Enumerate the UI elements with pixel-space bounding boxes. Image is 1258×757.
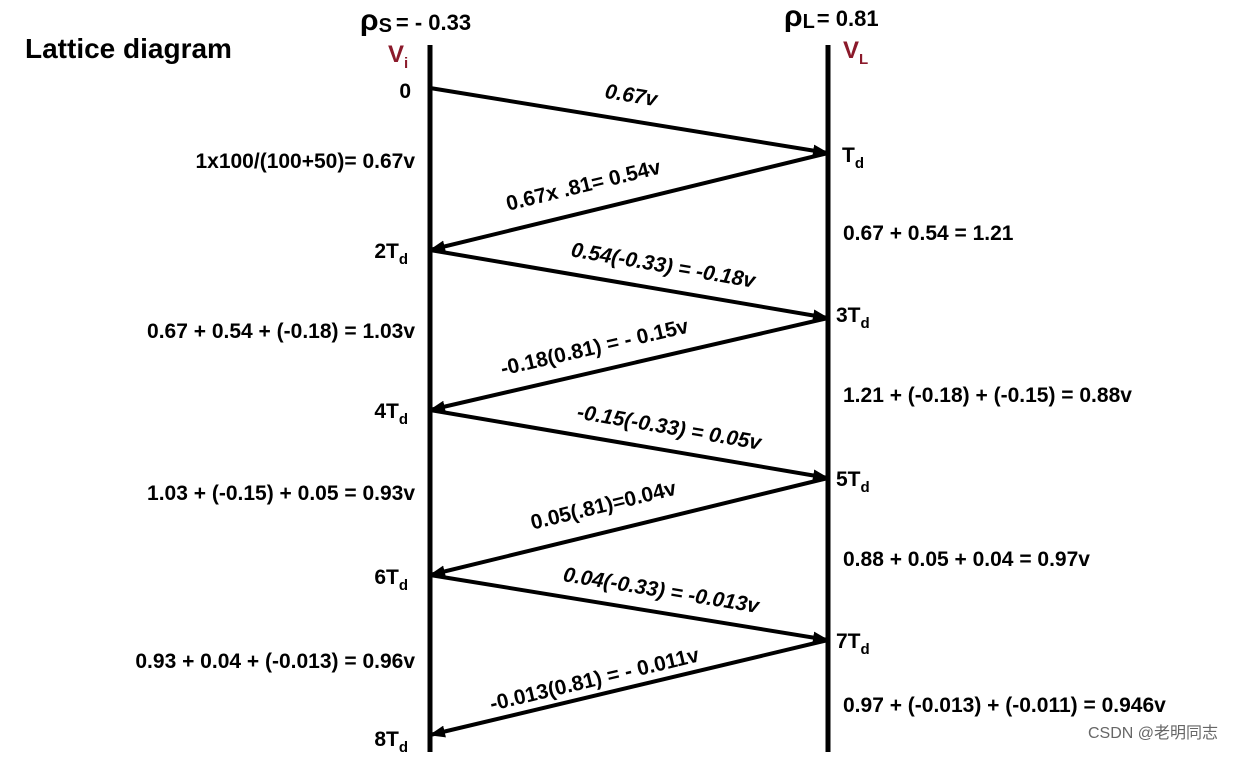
arrow-label-6: 0.05(.81)=0.04v	[528, 477, 678, 535]
bounce-arrow-4	[429, 316, 829, 413]
source-header: ρS = - 0.33 Vi	[360, 4, 471, 72]
load-rho-symbol: ρ	[784, 0, 803, 33]
left-tick-0: 0	[399, 80, 411, 103]
source-rho-symbol: ρ	[360, 4, 379, 37]
right-calc-3: 0.97 + (-0.013) + (-0.011) = 0.946v	[843, 694, 1166, 717]
bounce-arrow-8	[429, 638, 829, 738]
svg-text:VL: VL	[843, 37, 868, 68]
bounce-arrow-3	[429, 248, 829, 322]
load-v-label: V	[843, 37, 859, 64]
watermark: CSDN @老明同志	[1088, 724, 1218, 742]
right-calc-2: 0.88 + 0.05 + 0.04 = 0.97v	[843, 548, 1090, 571]
bounce-arrow-5	[429, 408, 829, 482]
svg-text:ρL= 0.81: ρL= 0.81	[784, 0, 879, 33]
source-rho-value: = - 0.33	[396, 10, 471, 35]
arrow-label-5: -0.15(-0.33) = 0.05v	[575, 401, 764, 455]
left-calc-1: 0.67 + 0.54 + (-0.18) = 1.03v	[147, 320, 415, 343]
arrow-label-1: 0.67v	[603, 80, 660, 111]
right-tick-0: Td	[842, 144, 864, 172]
right-calc-0: 0.67 + 0.54 = 1.21	[843, 222, 1014, 245]
arrow-labels: 0.67v 0.67x .81= 0.54v 0.54(-0.33) = -0.18…	[488, 80, 764, 716]
source-v-sub: i	[404, 55, 408, 72]
right-tick-3: 7Td	[836, 630, 870, 658]
arrow-label-7: 0.04(-0.33) = -0.013v	[562, 563, 762, 618]
left-calc-2: 1.03 + (-0.15) + 0.05 = 0.93v	[147, 482, 415, 505]
bounce-arrow-2	[429, 151, 829, 253]
right-tick-2: 5Td	[836, 468, 870, 496]
voltage-calculations: 1x100/(100+50)= 0.67v 0.67 + 0.54 + (-0.1…	[135, 150, 1166, 717]
source-v-label: V	[388, 41, 404, 68]
svg-text:ρS= - 0.33: ρS = - 0.33	[360, 4, 471, 37]
time-ticks: 0 2Td 4Td 6Td 8Td Td 3Td 5Td 7Td	[374, 80, 870, 756]
left-tick-4: 8Td	[374, 728, 408, 752]
load-v-sub: L	[859, 51, 868, 68]
right-calc-1: 1.21 + (-0.18) + (-0.15) = 0.88v	[843, 384, 1132, 407]
bounce-arrow-1	[429, 86, 829, 157]
load-rho-sub: L	[803, 11, 815, 33]
diagram-title: Lattice diagram	[25, 33, 232, 64]
left-tick-2: 4Td	[374, 400, 408, 428]
arrow-label-3: 0.54(-0.33) = -0.18v	[569, 239, 758, 293]
left-tick-1: 2Td	[374, 240, 408, 268]
bounce-arrow-6	[429, 476, 829, 578]
left-tick-3: 6Td	[374, 566, 408, 594]
source-rho-sub: S	[379, 15, 392, 37]
arrow-label-2: 0.67x .81= 0.54v	[504, 156, 663, 216]
load-rho-value: = 0.81	[817, 6, 879, 31]
bounce-arrows	[429, 86, 829, 738]
load-header: ρL= 0.81 VL	[784, 0, 879, 68]
svg-text:Vi: Vi	[388, 41, 408, 72]
bounce-arrow-7	[429, 573, 829, 644]
left-calc-3: 0.93 + 0.04 + (-0.013) = 0.96v	[135, 650, 415, 673]
right-tick-1: 3Td	[836, 304, 870, 332]
left-calc-0: 1x100/(100+50)= 0.67v	[195, 150, 415, 173]
